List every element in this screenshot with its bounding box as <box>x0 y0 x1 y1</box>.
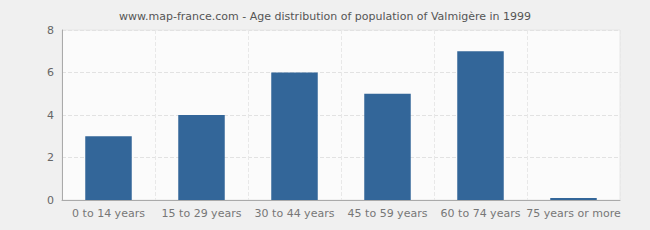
svg-text:2: 2 <box>47 151 54 164</box>
svg-text:75 years or more: 75 years or more <box>526 207 621 220</box>
svg-text:30 to 44 years: 30 to 44 years <box>255 207 335 220</box>
svg-text:www.map-france.com - Age distr: www.map-france.com - Age distribution of… <box>119 10 531 23</box>
svg-text:60 to 74 years: 60 to 74 years <box>441 207 521 220</box>
svg-text:45 to 59 years: 45 to 59 years <box>348 207 428 220</box>
svg-text:15 to 29 years: 15 to 29 years <box>162 207 242 220</box>
svg-text:0: 0 <box>47 194 54 207</box>
svg-text:6: 6 <box>47 66 54 79</box>
svg-text:8: 8 <box>47 24 54 37</box>
svg-text:0 to 14 years: 0 to 14 years <box>72 207 145 220</box>
svg-text:4: 4 <box>47 109 54 122</box>
